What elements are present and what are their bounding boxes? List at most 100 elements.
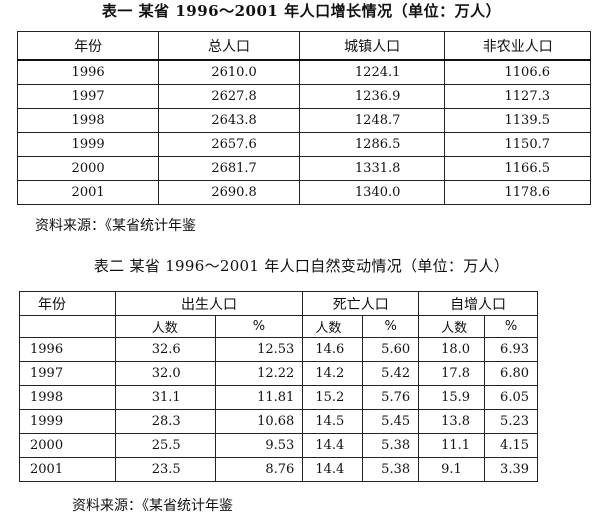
table2-cell-births-pct: 10.68 bbox=[214, 409, 304, 434]
table2-cell-births-count: 32.0 bbox=[114, 361, 216, 386]
table2-cell-increase-count: 17.8 bbox=[418, 361, 486, 386]
table-row: 1999 28.3 10.68 14.5 5.45 13.8 5.23 bbox=[19, 409, 538, 434]
table2-cell-year: 1998 bbox=[19, 385, 116, 410]
table1-cell-year: 1996 bbox=[16, 59, 160, 85]
table1-cell-nonagri: 1150.7 bbox=[444, 132, 591, 157]
table2-cell-year: 1996 bbox=[19, 337, 116, 362]
table2-cell-increase-count: 15.9 bbox=[418, 385, 486, 410]
table2-cell-increase-count: 11.1 bbox=[418, 433, 486, 458]
table2-cell-births-count: 25.5 bbox=[114, 433, 216, 458]
table2-cell-births-pct: 11.81 bbox=[214, 385, 304, 410]
table2-cell-year: 2000 bbox=[19, 433, 116, 458]
table2-cell-deaths-pct: 5.45 bbox=[362, 409, 420, 434]
table-row: 1998 31.1 11.81 15.2 5.76 15.9 6.05 bbox=[19, 385, 538, 410]
table1-cell-nonagri: 1139.5 bbox=[444, 108, 591, 133]
table2-sub-births-pct: % bbox=[214, 315, 304, 338]
table2-cell-increase-pct: 6.80 bbox=[484, 361, 538, 386]
table2-group-row: 年份 出生人口 死亡人口 自增人口 bbox=[19, 291, 538, 316]
table1-cell-urban: 1331.8 bbox=[298, 156, 446, 181]
table2-cell-increase-pct: 6.93 bbox=[484, 337, 538, 362]
table1-cell-year: 1997 bbox=[16, 84, 160, 109]
table1-cell-nonagri: 1178.6 bbox=[444, 180, 591, 205]
table1-cell-total: 2627.8 bbox=[158, 84, 300, 109]
table2-cell-year: 2001 bbox=[19, 457, 116, 482]
table2-sub-increase-count: 人数 bbox=[418, 315, 486, 338]
table2-group-births: 出生人口 bbox=[114, 291, 304, 316]
table2-cell-year: 1999 bbox=[19, 409, 116, 434]
table2-sub-births-count: 人数 bbox=[114, 315, 216, 338]
table1-title: 表一 某省 1996～2001 年人口增长情况（单位：万人） bbox=[101, 2, 502, 20]
table2-subheader-row: 人数 % 人数 % 人数 % bbox=[19, 315, 538, 338]
table2-sub-deaths-count: 人数 bbox=[302, 315, 364, 338]
table1-cell-urban: 1286.5 bbox=[298, 132, 446, 157]
table2-cell-births-pct: 12.22 bbox=[214, 361, 304, 386]
table1-cell-year: 2001 bbox=[16, 180, 160, 205]
table2-cell-deaths-pct: 5.42 bbox=[362, 361, 420, 386]
table1-cell-year: 2000 bbox=[16, 156, 160, 181]
table2-cell-births-count: 23.5 bbox=[114, 457, 216, 482]
table2-cell-year: 1997 bbox=[19, 361, 116, 386]
table-row: 2001 2690.8 1340.0 1178.6 bbox=[16, 180, 591, 205]
table2-source: 资料来源：《某省统计年鉴 bbox=[72, 498, 233, 514]
table1-header-year: 年份 bbox=[16, 31, 160, 61]
table1-cell-total: 2681.7 bbox=[158, 156, 300, 181]
table2-cell-deaths-count: 14.5 bbox=[302, 409, 364, 434]
table1-cell-urban: 1248.7 bbox=[298, 108, 446, 133]
table2-cell-deaths-pct: 5.38 bbox=[362, 457, 420, 482]
table2-cell-increase-count: 9.1 bbox=[418, 457, 486, 482]
table2-cell-births-pct: 9.53 bbox=[214, 433, 304, 458]
table2-header-year: 年份 bbox=[19, 291, 116, 316]
table2-cell-deaths-count: 14.4 bbox=[302, 457, 364, 482]
table1-header-urban: 城镇人口 bbox=[298, 31, 446, 61]
table1-cell-total: 2657.6 bbox=[158, 132, 300, 157]
table-row: 1998 2643.8 1248.7 1139.5 bbox=[16, 108, 591, 133]
table2-cell-increase-count: 13.8 bbox=[418, 409, 486, 434]
table2-cell-deaths-pct: 5.76 bbox=[362, 385, 420, 410]
table-row: 1999 2657.6 1286.5 1150.7 bbox=[16, 132, 591, 157]
table1-cell-year: 1999 bbox=[16, 132, 160, 157]
table2-cell-deaths-pct: 5.38 bbox=[362, 433, 420, 458]
table2-subheader-blank bbox=[19, 315, 116, 338]
table2-group-increase: 自增人口 bbox=[418, 291, 538, 316]
table1-cell-nonagri: 1127.3 bbox=[444, 84, 591, 109]
table1-source: 资料来源：《某省统计年鉴 bbox=[35, 218, 196, 234]
table2-cell-increase-pct: 4.15 bbox=[484, 433, 538, 458]
table2-cell-deaths-count: 14.4 bbox=[302, 433, 364, 458]
table2-cell-deaths-pct: 5.60 bbox=[362, 337, 420, 362]
table2-group-deaths: 死亡人口 bbox=[302, 291, 420, 316]
table1-cell-urban: 1236.9 bbox=[298, 84, 446, 109]
table-row: 2001 23.5 8.76 14.4 5.38 9.1 3.39 bbox=[19, 457, 538, 482]
table2-cell-births-pct: 8.76 bbox=[214, 457, 304, 482]
table-row: 2000 2681.7 1331.8 1166.5 bbox=[16, 156, 591, 181]
table2-cell-increase-pct: 3.39 bbox=[484, 457, 538, 482]
table2-cell-increase-count: 18.0 bbox=[418, 337, 486, 362]
table1-cell-nonagri: 1106.6 bbox=[444, 59, 591, 85]
table2-cell-births-count: 32.6 bbox=[114, 337, 216, 362]
table1-header-row: 年份 总人口 城镇人口 非农业人口 bbox=[16, 31, 591, 61]
table-row: 1996 32.6 12.53 14.6 5.60 18.0 6.93 bbox=[19, 337, 538, 362]
table2-cell-deaths-count: 14.2 bbox=[302, 361, 364, 386]
table2-cell-births-count: 28.3 bbox=[114, 409, 216, 434]
table-row: 1996 2610.0 1224.1 1106.6 bbox=[16, 59, 591, 85]
table1-cell-urban: 1340.0 bbox=[298, 180, 446, 205]
table1-cell-total: 2610.0 bbox=[158, 59, 300, 85]
table1: 年份 总人口 城镇人口 非农业人口 1996 2610.0 1224.1 1106.6… bbox=[16, 31, 591, 205]
table1-header-total: 总人口 bbox=[158, 31, 300, 61]
table1-header-nonagri: 非农业人口 bbox=[444, 31, 591, 61]
table1-cell-year: 1998 bbox=[16, 108, 160, 133]
table2-sub-deaths-pct: % bbox=[362, 315, 420, 338]
table1-cell-total: 2643.8 bbox=[158, 108, 300, 133]
table-row: 1997 32.0 12.22 14.2 5.42 17.8 6.80 bbox=[19, 361, 538, 386]
table2-cell-deaths-count: 14.6 bbox=[302, 337, 364, 362]
table2-cell-increase-pct: 6.05 bbox=[484, 385, 538, 410]
table-row: 1997 2627.8 1236.9 1127.3 bbox=[16, 84, 591, 109]
table2-cell-deaths-count: 15.2 bbox=[302, 385, 364, 410]
table2-title: 表二 某省 1996～2001 年人口自然变动情况（单位：万人） bbox=[93, 257, 510, 275]
table2-cell-births-pct: 12.53 bbox=[214, 337, 304, 362]
table2: 年份 出生人口 死亡人口 自增人口 人数 % 人数 % 人数 % 1996 32.… bbox=[19, 291, 538, 482]
table1-cell-nonagri: 1166.5 bbox=[444, 156, 591, 181]
table2-sub-increase-pct: % bbox=[484, 315, 538, 338]
table2-cell-births-count: 31.1 bbox=[114, 385, 216, 410]
table2-cell-increase-pct: 5.23 bbox=[484, 409, 538, 434]
table-row: 2000 25.5 9.53 14.4 5.38 11.1 4.15 bbox=[19, 433, 538, 458]
